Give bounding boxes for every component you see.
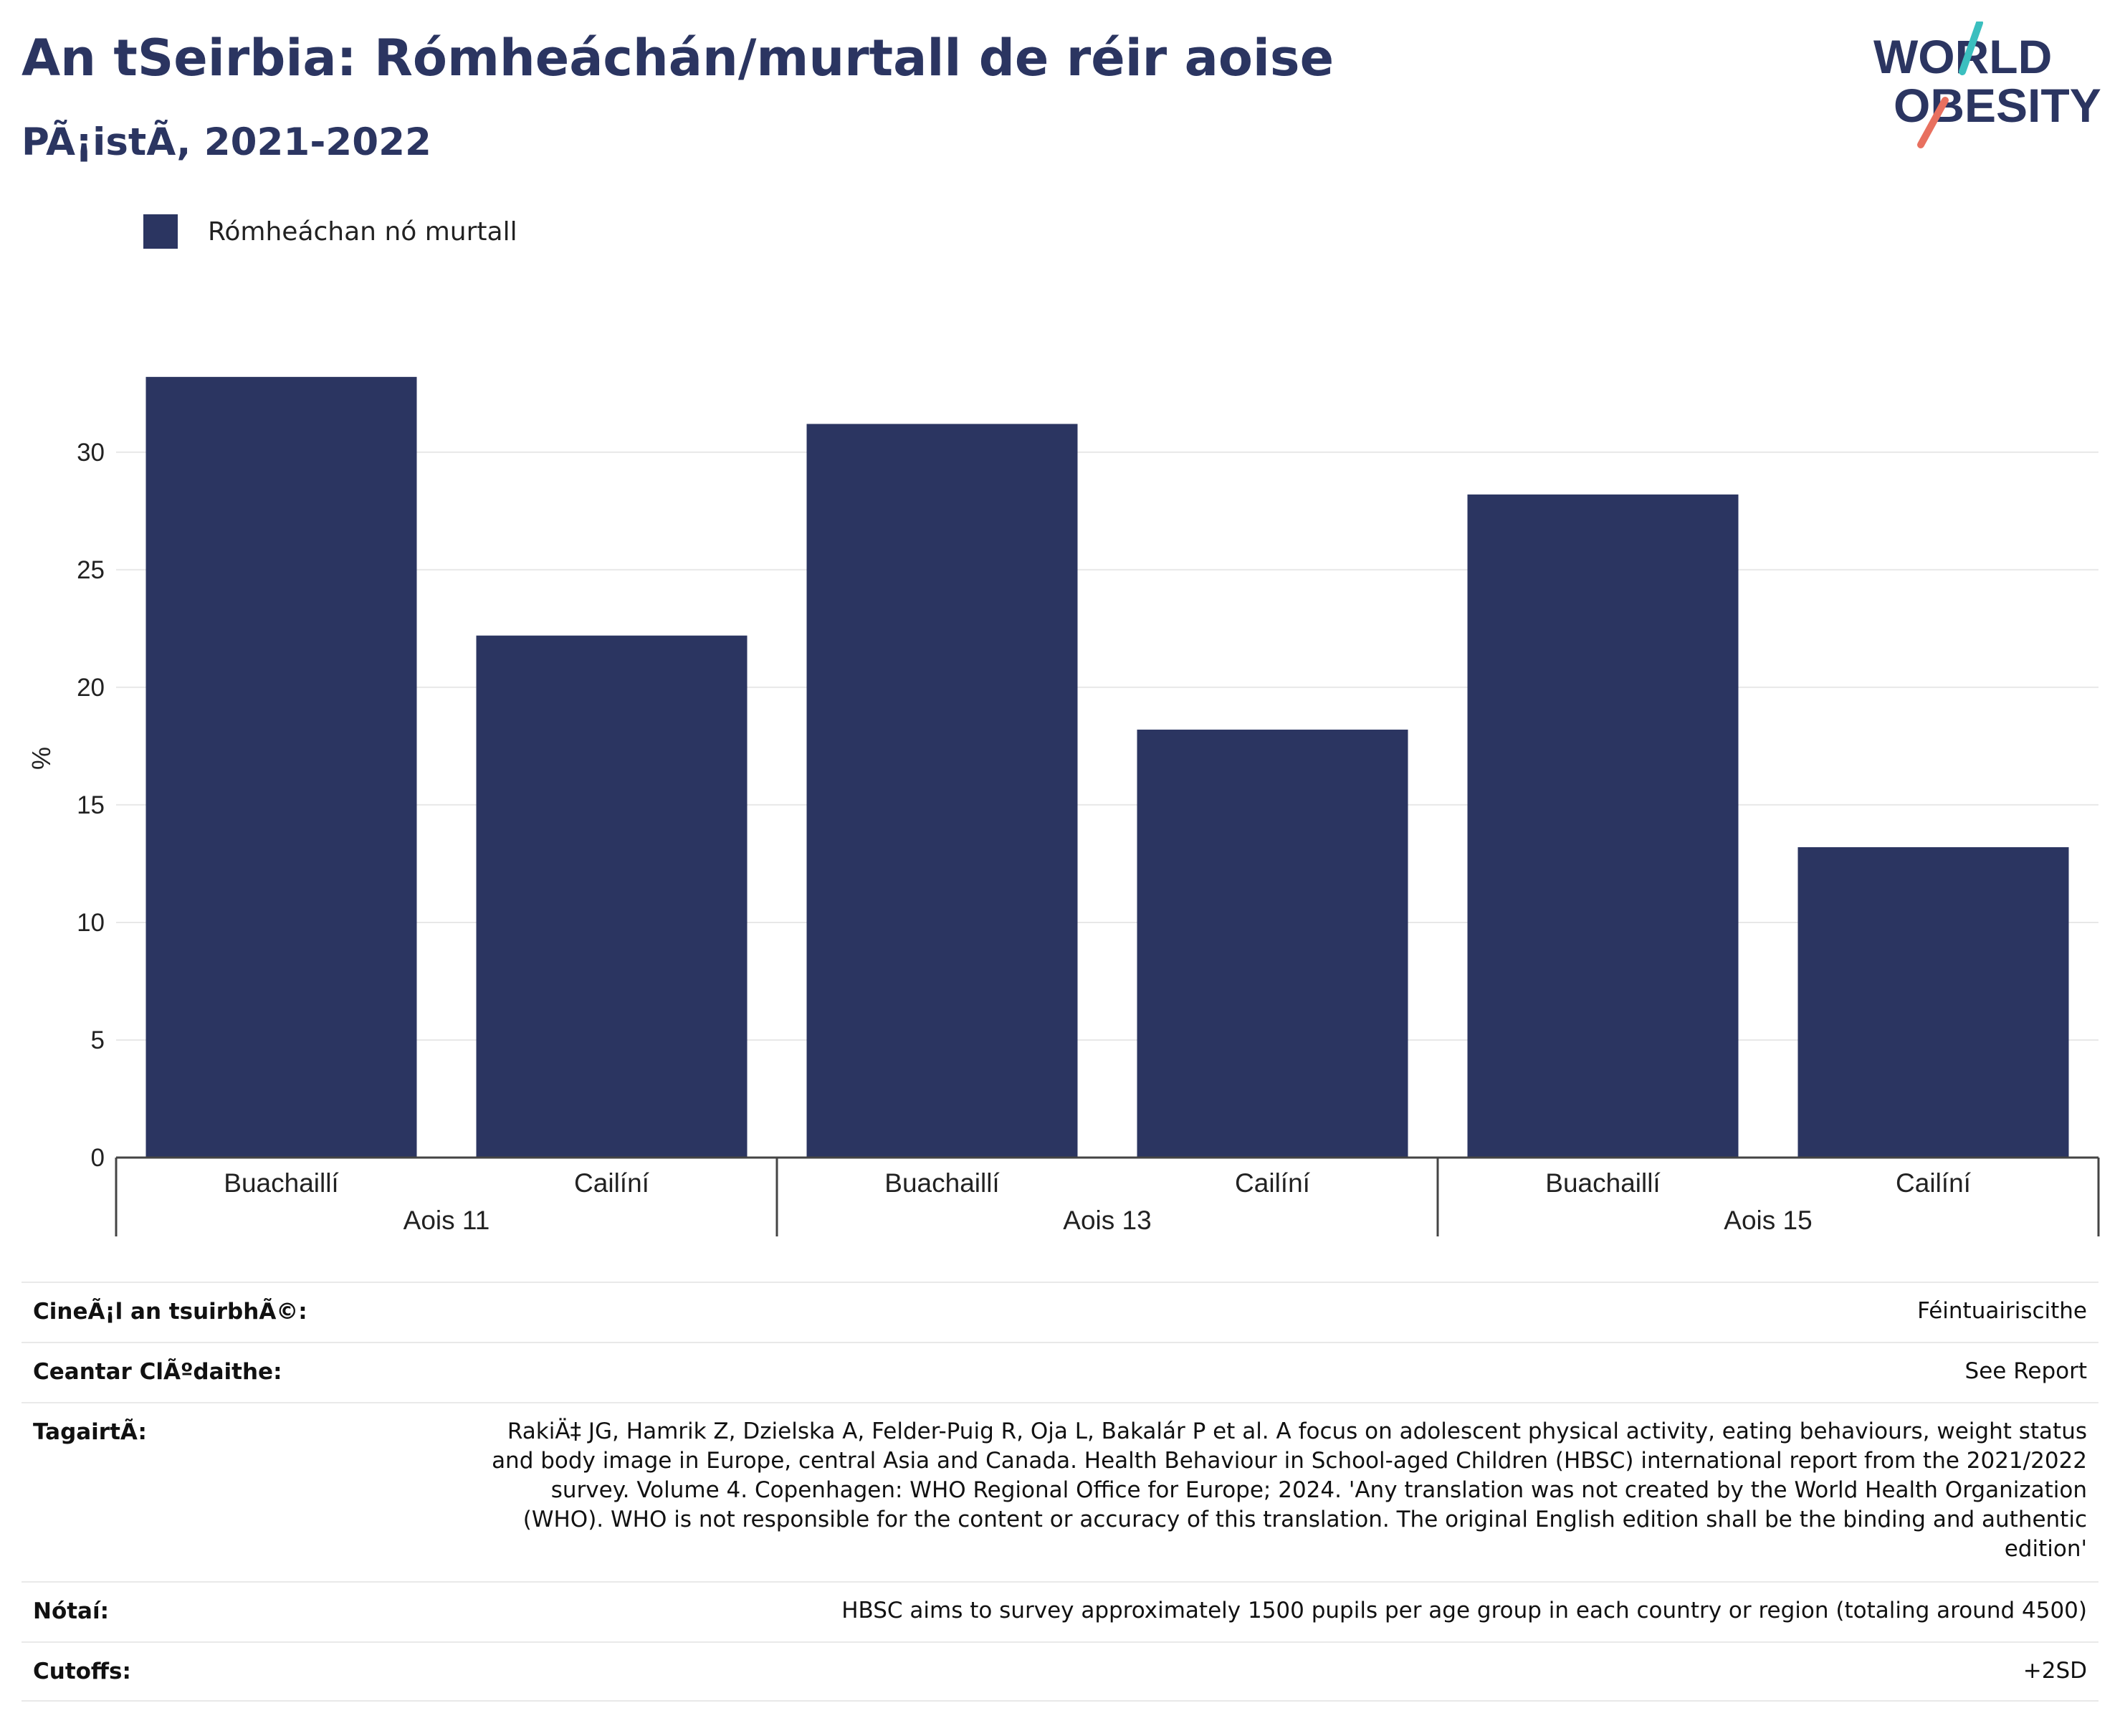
y-tick-label: 15 — [77, 791, 105, 819]
x-group-label: Aois 11 — [404, 1206, 490, 1235]
bar — [476, 635, 748, 1158]
x-group-label: Aois 15 — [1724, 1206, 1812, 1235]
info-label: Cutoffs: — [33, 1659, 131, 1684]
chart-subtitle: PÃ¡istÃ, 2021-2022 — [22, 120, 431, 164]
info-label: TagairtÃ: — [33, 1419, 147, 1445]
info-value: RakiÄ‡ JG, Hamrik Z, Dzielska A, Felder-… — [492, 1418, 2087, 1562]
info-row-notes: Nótaí: HBSC aims to survey approximately… — [22, 1581, 2098, 1641]
y-tick-label: 5 — [91, 1026, 105, 1054]
info-value: See Report — [1964, 1358, 2087, 1384]
y-tick-label: 20 — [77, 674, 105, 702]
info-value: +2SD — [2023, 1658, 2087, 1684]
info-table: CineÃ¡l an tsuirbhÃ©: Féintuairiscithe C… — [22, 1282, 2098, 1702]
x-category-label: Cailíní — [1896, 1168, 1972, 1198]
world-obesity-logo: WORLD OBESITY — [1873, 22, 2101, 148]
info-label: CineÃ¡l an tsuirbhÃ©: — [33, 1299, 307, 1325]
y-axis-label: % — [27, 747, 56, 770]
x-group-label: Aois 13 — [1063, 1206, 1151, 1235]
logo-slash-coral — [1917, 97, 1949, 148]
y-tick-label: 30 — [77, 439, 105, 467]
info-row-area-covered: Ceantar ClÃºdaithe: See Report — [22, 1342, 2098, 1402]
y-tick-label: 10 — [77, 909, 105, 937]
x-category-label: Buachaillí — [1545, 1168, 1661, 1198]
y-tick-label: 25 — [77, 556, 105, 584]
info-row-cutoffs: Cutoffs: +2SD — [22, 1641, 2098, 1702]
logo-word-obesity: OBESITY — [1894, 79, 2101, 132]
bar — [145, 376, 417, 1158]
bar-chart: 0 5 10 15 20 25 30 Buachaillí Cailíní Aois 11 Buac… — [27, 376, 2100, 1236]
info-row-reference: TagairtÃ: RakiÄ‡ JG, Hamrik Z, Dzielska … — [22, 1402, 2098, 1581]
x-category-label: Cailíní — [574, 1168, 650, 1198]
info-value: Féintuairiscithe — [1917, 1298, 2087, 1324]
bar — [806, 424, 1078, 1158]
x-category-label: Buachaillí — [224, 1168, 339, 1198]
gridlines — [116, 451, 2098, 1041]
legend-label: Rómheáchan nó murtall — [208, 216, 517, 247]
info-row-survey-type: CineÃ¡l an tsuirbhÃ©: Féintuairiscithe — [22, 1282, 2098, 1342]
chart-legend[interactable]: Rómheáchan nó murtall — [143, 211, 517, 252]
legend-swatch — [143, 214, 178, 249]
bar — [1467, 494, 1739, 1158]
info-value: HBSC aims to survey approximately 1500 p… — [841, 1598, 2087, 1623]
bar — [1137, 729, 1408, 1158]
chart-title: An tSeirbia: Rómheáchán/murtall de réir … — [22, 29, 1334, 87]
x-category-label: Buachaillí — [884, 1168, 1000, 1198]
bars — [145, 376, 2069, 1158]
axes: 0 5 10 15 20 25 30 Buachaillí Cailíní Aois 11 Buac… — [77, 439, 2100, 1236]
info-label: Ceantar ClÃºdaithe: — [33, 1359, 282, 1385]
bar — [1797, 846, 2069, 1158]
logo-slash-teal — [1959, 22, 1983, 75]
x-category-label: Cailíní — [1235, 1168, 1311, 1198]
info-label: Nótaí: — [33, 1598, 110, 1624]
y-tick-label: 0 — [91, 1144, 105, 1172]
